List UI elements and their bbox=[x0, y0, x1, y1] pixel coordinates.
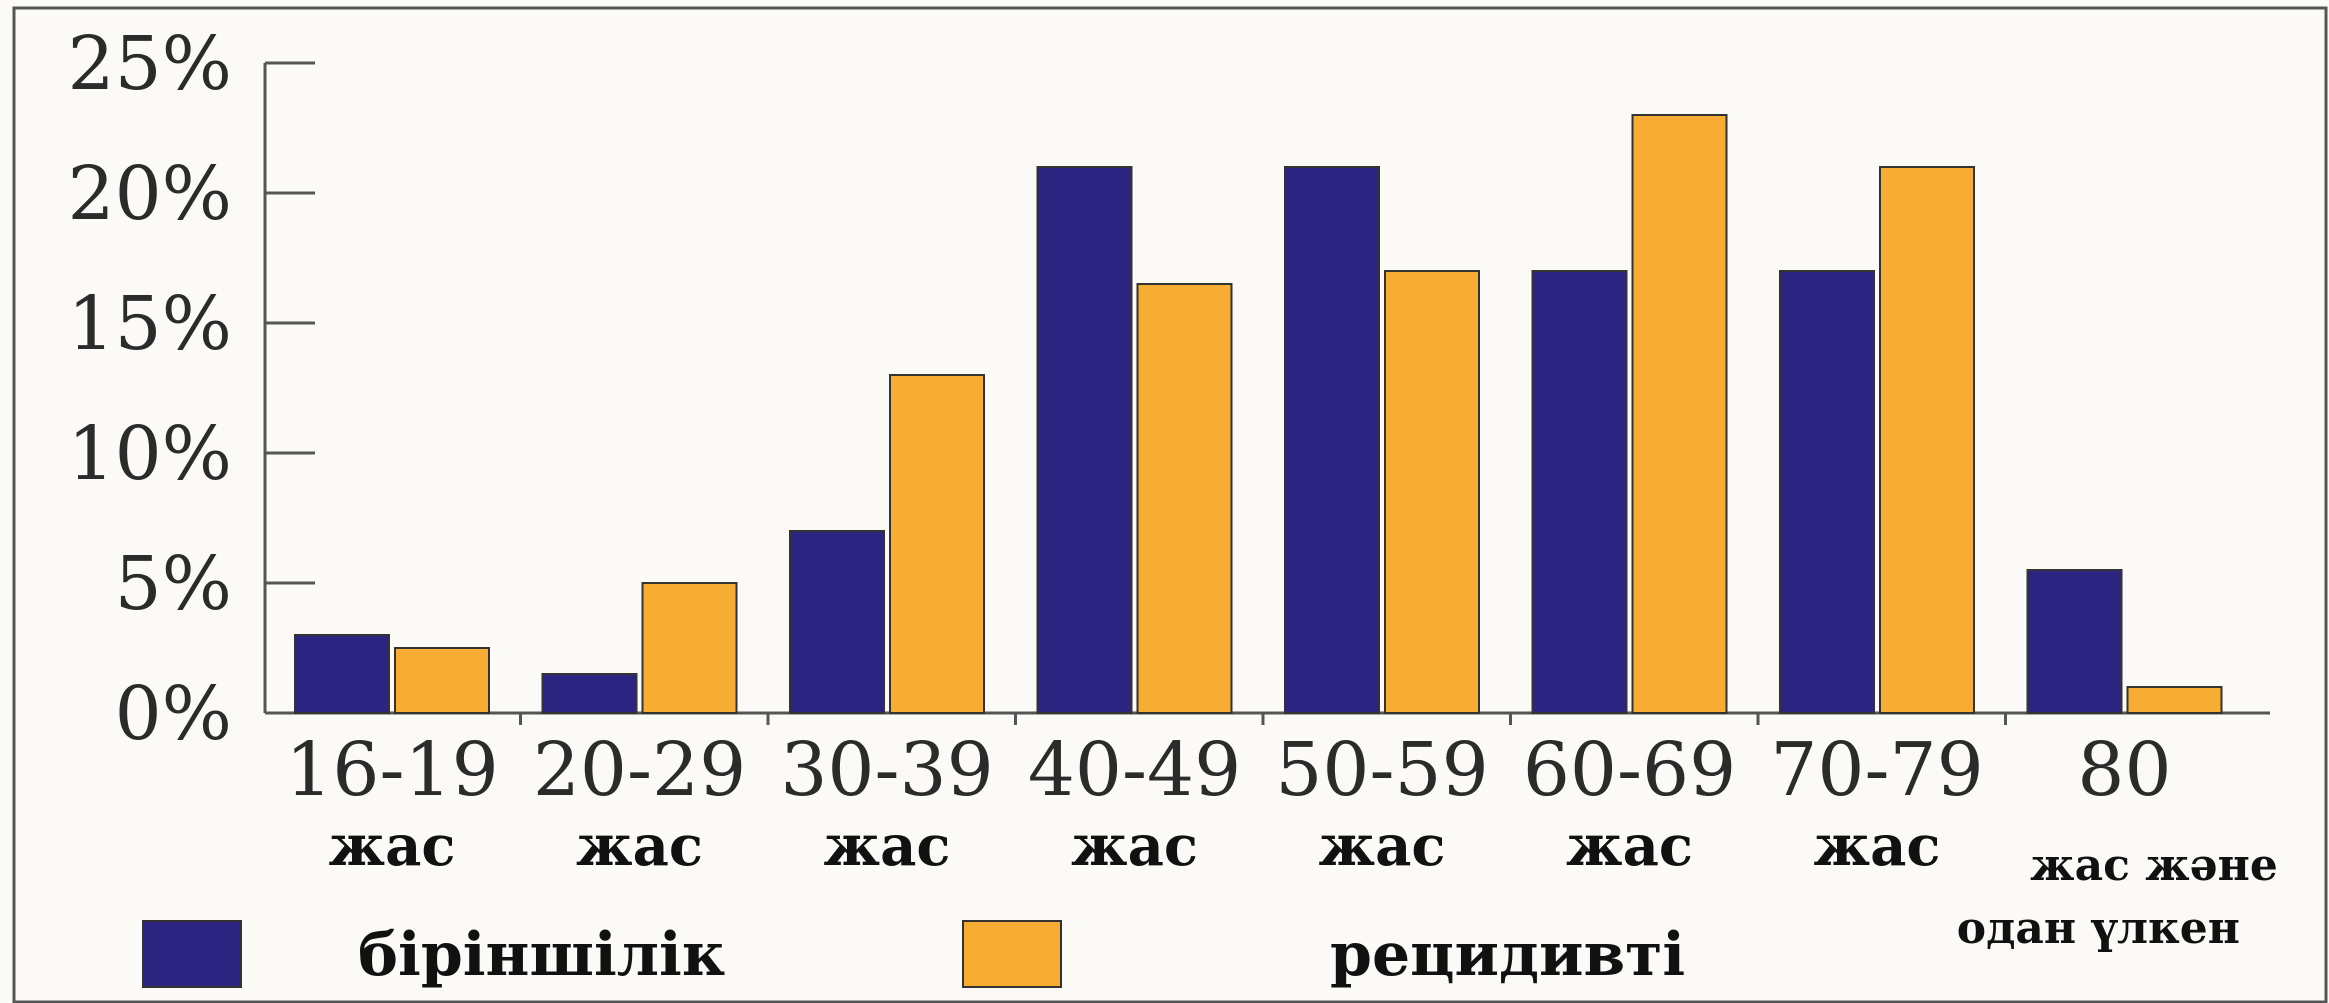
x-category-sublabel: жас bbox=[1814, 813, 1941, 879]
bar-recurrent-16-19 bbox=[394, 647, 490, 714]
bar-primary-60-69 bbox=[1531, 270, 1628, 714]
x-axis-labels: 16-19жас20-29жас30-39жас40-49жас50-59жас… bbox=[285, 713, 2278, 954]
y-tick-label: 0% bbox=[115, 671, 232, 757]
legend-label-recurrent: рецидивті bbox=[1330, 920, 1685, 990]
bar-recurrent-70-79 bbox=[1879, 166, 1975, 714]
bar-primary-16-19 bbox=[294, 634, 390, 714]
legend: біріншілік рецидивті bbox=[142, 920, 1685, 990]
bar-recurrent-20-29 bbox=[641, 582, 738, 714]
x-category-label: 40-49 bbox=[1028, 727, 1241, 813]
legend-swatch-recurrent bbox=[962, 920, 1062, 988]
x-category-label: 20-29 bbox=[533, 727, 746, 813]
x-category-label: 80 bbox=[2077, 727, 2171, 813]
x-category-sublabel: жас bbox=[824, 813, 951, 879]
x-category-sublabel: жас bbox=[329, 813, 456, 879]
x-category-label: 16-19 bbox=[285, 727, 498, 813]
y-tick-label: 20% bbox=[68, 151, 232, 237]
bar-recurrent-30-39 bbox=[889, 374, 985, 714]
x-category-label: 30-39 bbox=[780, 727, 993, 813]
x-category-label: 50-59 bbox=[1275, 727, 1488, 813]
chart-frame bbox=[12, 6, 2328, 1003]
y-tick-label: 25% bbox=[68, 21, 232, 107]
y-tick-label: 15% bbox=[68, 281, 232, 367]
bar-primary-40-49 bbox=[1036, 166, 1133, 714]
bars bbox=[294, 114, 2223, 714]
bar-recurrent-80 bbox=[2126, 686, 2223, 714]
y-tick-label: 10% bbox=[68, 411, 232, 497]
x-category-label: 60-69 bbox=[1523, 727, 1736, 813]
bar-recurrent-40-49 bbox=[1136, 283, 1233, 714]
x-category-sublabel: жас bbox=[1071, 813, 1198, 879]
bar-recurrent-50-59 bbox=[1384, 270, 1480, 714]
y-axis-ticks: 0% 5% 10% 15% 20% 25% bbox=[68, 21, 315, 757]
legend-label-primary: біріншілік bbox=[358, 920, 725, 990]
x-category-sublabel: жас және bbox=[2030, 840, 2278, 891]
bar-recurrent-60-69 bbox=[1631, 114, 1728, 714]
bar-primary-50-59 bbox=[1284, 166, 1380, 714]
bar-primary-20-29 bbox=[541, 673, 638, 714]
bar-primary-70-79 bbox=[1779, 270, 1875, 714]
legend-swatch-primary bbox=[142, 920, 242, 988]
bar-primary-30-39 bbox=[789, 530, 885, 714]
x-category-sublabel: жас bbox=[1566, 813, 1693, 879]
y-tick-label: 5% bbox=[115, 541, 232, 627]
x-category-sublabel: жас bbox=[576, 813, 703, 879]
x-category-sublabel: жас bbox=[1319, 813, 1446, 879]
x-category-label: 70-79 bbox=[1770, 727, 1983, 813]
x-category-sublabel-line2: одан үлкен bbox=[1957, 903, 2240, 954]
bar-primary-80 bbox=[2026, 569, 2123, 714]
